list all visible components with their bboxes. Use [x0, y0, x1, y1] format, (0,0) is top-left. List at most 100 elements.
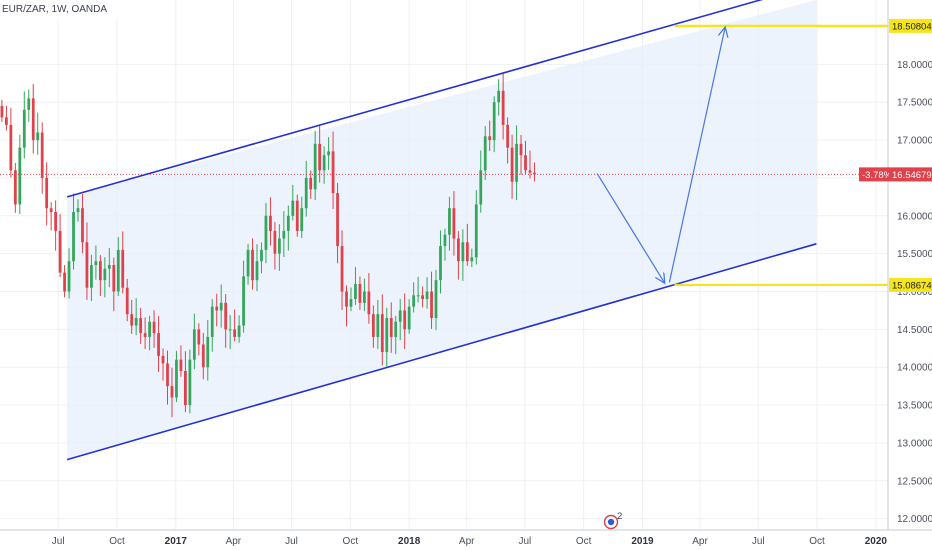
time-tick-label: Jul: [52, 536, 65, 547]
projection-arrow-up[interactable]: [668, 28, 725, 283]
candle-body: [434, 280, 438, 318]
candle-body: [264, 215, 268, 250]
candle-body: [340, 246, 344, 292]
candle-body: [358, 283, 362, 303]
candle-body: [85, 242, 89, 288]
candle-body: [242, 276, 245, 326]
candle-body: [170, 386, 174, 398]
price-axis[interactable]: [888, 0, 932, 530]
symbol-title: EUR/ZAR, 1W, OANDA: [2, 4, 107, 15]
candle-body: [331, 151, 335, 194]
time-tick-label: 2020: [865, 536, 888, 547]
candle-body: [282, 230, 286, 239]
candle-body: [483, 136, 487, 171]
candle-body: [474, 204, 478, 258]
candle-body: [98, 261, 102, 281]
time-tick-label: Oct: [343, 536, 359, 547]
candle-body: [403, 310, 407, 330]
candle-body: [371, 314, 375, 337]
candle-body: [336, 193, 339, 247]
candle-body: [143, 333, 147, 337]
candle-body: [58, 230, 62, 273]
price-tick-label: 14.50000: [897, 325, 932, 336]
candle-body: [313, 143, 317, 190]
candle-body: [354, 283, 357, 300]
candle-body: [269, 215, 272, 231]
last-price-label: 16.54679: [892, 170, 932, 181]
price-tick-label: 12.50000: [897, 476, 932, 487]
upper-channel-line[interactable]: [66, 0, 773, 198]
candle-body: [528, 170, 532, 173]
candle-body: [72, 212, 75, 262]
time-tick-label: Apr: [226, 536, 242, 547]
time-tick-label: 2018: [398, 536, 421, 547]
candle-body: [237, 325, 241, 337]
candle-body: [0, 106, 4, 118]
candle-body: [31, 98, 35, 141]
candle-body: [228, 329, 232, 331]
candle-body: [439, 246, 442, 281]
candle-body: [349, 299, 353, 307]
candle-body: [470, 257, 474, 262]
price-tick-label: 15.00000: [897, 287, 932, 298]
candle-body: [421, 295, 424, 300]
projection-arrow-down[interactable]: [596, 173, 664, 282]
candle-body: [479, 170, 483, 205]
time-tick-label: Oct: [576, 536, 592, 547]
lower-channel-line[interactable]: [66, 243, 817, 461]
candle-body: [175, 359, 178, 398]
candle-body: [394, 321, 398, 337]
time-tick-label: Jul: [752, 536, 765, 547]
candle-body: [197, 329, 201, 345]
time-tick-label: Oct: [809, 536, 825, 547]
candle-body: [286, 215, 290, 231]
price-tick-label: 16.00000: [897, 211, 932, 222]
candle-body: [49, 208, 53, 212]
candle-body: [376, 314, 380, 337]
price-tick-label: 14.00000: [897, 363, 932, 374]
candle-body: [448, 208, 451, 235]
candle-body: [367, 291, 371, 315]
price-tick-label: 17.50000: [897, 98, 932, 109]
candle-body: [5, 117, 8, 125]
candle-body: [224, 302, 228, 330]
candle-body: [443, 234, 447, 247]
candle-body: [179, 359, 183, 371]
candle-body: [246, 249, 250, 277]
candle-body: [251, 249, 254, 281]
candle-body: [363, 291, 366, 303]
channel-fill: [67, 0, 817, 460]
price-tick-label: 13.00000: [897, 438, 932, 449]
events-icon[interactable]: 2: [603, 511, 623, 530]
candle-body: [398, 310, 402, 322]
candle-body: [215, 306, 219, 311]
candle-body: [103, 268, 107, 281]
candle-body: [67, 261, 71, 292]
candle-body: [184, 371, 187, 406]
time-tick-label: Oct: [109, 536, 125, 547]
candle-body: [385, 318, 389, 353]
candle-body: [416, 295, 420, 297]
time-tick-label: 2019: [631, 536, 654, 547]
candle-body: [510, 147, 514, 182]
candle-body: [201, 344, 205, 368]
candle-body: [515, 143, 518, 182]
candle-body: [18, 147, 22, 205]
time-tick-label: Apr: [459, 536, 475, 547]
price-tick-label: 18.00000: [897, 60, 932, 71]
price-tick-label: 17.00000: [897, 136, 932, 147]
candle-body: [210, 306, 214, 337]
candle-body: [456, 238, 460, 262]
candle-body: [425, 291, 429, 300]
candle-body: [161, 355, 165, 364]
candle-body: [63, 272, 66, 292]
candle-body: [519, 143, 523, 156]
candle-body: [233, 329, 237, 337]
candle-body: [152, 321, 156, 334]
time-axis[interactable]: [0, 530, 932, 550]
time-tick-label: Apr: [692, 536, 708, 547]
candle-body: [277, 238, 281, 254]
candle-body: [412, 295, 416, 307]
